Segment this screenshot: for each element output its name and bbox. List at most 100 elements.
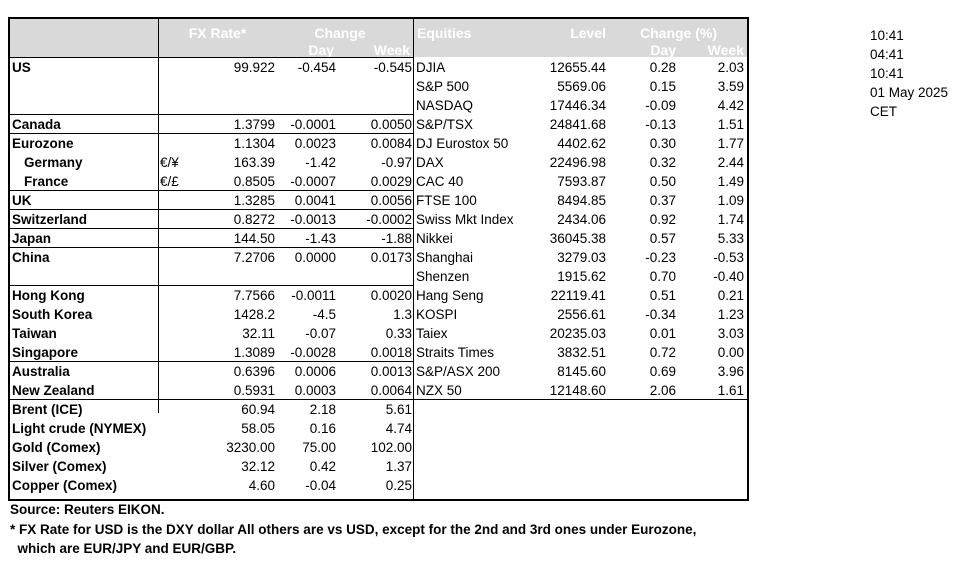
equity-day-change-cell: 2.06 bbox=[649, 383, 676, 398]
fx-rate-cell: 0.5931 bbox=[233, 383, 275, 398]
equity-week-change-cell: 2.44 bbox=[717, 155, 744, 170]
market-table: FX Rate* Change Day Week Equities Level … bbox=[8, 17, 749, 501]
col-divider-fx bbox=[158, 19, 159, 413]
equity-level-cell: 2556.61 bbox=[557, 307, 606, 322]
pair-symbol-cell bbox=[160, 58, 200, 77]
pair-symbol-cell bbox=[160, 438, 200, 457]
pair-symbol-cell bbox=[160, 115, 200, 134]
fx-week-change-cell bbox=[340, 77, 412, 96]
fx-day-change-cell bbox=[280, 267, 336, 286]
timestamps: 10:41 04:41 10:41 01 May 2025 CET bbox=[870, 26, 948, 121]
pair-symbol-cell bbox=[160, 191, 200, 210]
fx-day-change-cell: -0.0013 bbox=[290, 212, 336, 227]
fx-day-change-cell: 0.0041 bbox=[294, 193, 336, 208]
fx-day-change-cell: 0.0003 bbox=[294, 383, 336, 398]
equity-day-change-cell bbox=[610, 457, 676, 476]
fx-day-change-cell: -0.04 bbox=[305, 478, 336, 493]
source-note: Source: Reuters EIKON. bbox=[10, 502, 165, 517]
fx-week-change-cell: 0.0013 bbox=[370, 364, 412, 379]
equity-week-change-cell bbox=[680, 457, 744, 476]
fx-week-change-cell: 1.37 bbox=[385, 459, 412, 474]
fx-rate-cell: 7.2706 bbox=[233, 250, 275, 265]
pair-symbol-cell bbox=[160, 381, 200, 400]
fx-rate-cell bbox=[200, 77, 275, 96]
row-divider bbox=[10, 247, 413, 248]
pair-symbol-cell bbox=[160, 134, 200, 153]
row-divider bbox=[10, 228, 413, 229]
fx-week-change-cell: 0.33 bbox=[385, 326, 412, 341]
pair-symbol-cell bbox=[160, 362, 200, 381]
equity-day-change-cell: 0.37 bbox=[649, 193, 676, 208]
fx-day-change-cell: -0.0001 bbox=[290, 117, 336, 132]
country-cell: Canada bbox=[12, 117, 61, 132]
fx-week-change-cell: 0.0050 bbox=[370, 117, 412, 132]
equity-index-cell: NASDAQ bbox=[416, 98, 474, 113]
equity-week-change-cell: 1.74 bbox=[717, 212, 744, 227]
country-cell: Copper (Comex) bbox=[12, 478, 118, 493]
fx-day-change-cell: -0.0007 bbox=[290, 174, 336, 189]
fx-rate-cell: 0.8272 bbox=[233, 212, 275, 227]
row-divider bbox=[10, 285, 413, 286]
fx-rate-cell bbox=[200, 96, 275, 115]
equity-index-cell: S&P 500 bbox=[416, 79, 470, 94]
fx-rate-cell bbox=[200, 267, 275, 286]
equity-day-change-cell: -0.13 bbox=[645, 117, 676, 132]
equity-week-change-cell bbox=[680, 400, 744, 419]
equity-index-cell: FTSE 100 bbox=[416, 193, 477, 208]
equity-day-change-cell: -0.23 bbox=[645, 250, 676, 265]
equity-day-change-cell: -0.09 bbox=[645, 98, 676, 113]
equity-index-cell: Taiex bbox=[416, 326, 448, 341]
fx-week-change-cell: 102.00 bbox=[370, 440, 412, 455]
equity-day-change-cell: 0.92 bbox=[649, 212, 676, 227]
pair-symbol-cell bbox=[160, 77, 200, 96]
equity-day-change-cell: -0.34 bbox=[645, 307, 676, 322]
equity-index-cell: Hang Seng bbox=[416, 288, 484, 303]
fx-week-change-cell: -0.97 bbox=[381, 155, 412, 170]
footnote-line-1: * FX Rate for USD is the DXY dollar All … bbox=[10, 522, 697, 537]
country-cell: Australia bbox=[12, 364, 70, 379]
equity-week-change-cell: 3.59 bbox=[717, 79, 744, 94]
header-week: Week bbox=[373, 43, 410, 58]
equity-index-cell: Swiss Mkt Index bbox=[416, 212, 514, 227]
country-cell: Gold (Comex) bbox=[12, 440, 101, 455]
equity-week-change-cell: 3.03 bbox=[717, 326, 744, 341]
equity-level-cell: 4402.62 bbox=[557, 136, 606, 151]
country-cell: UK bbox=[12, 193, 32, 208]
fx-week-change-cell: -0.0002 bbox=[366, 212, 412, 227]
fx-rate-cell: 0.6396 bbox=[233, 364, 275, 379]
equity-level-cell: 36045.38 bbox=[549, 231, 606, 246]
equity-day-change-cell: 0.51 bbox=[649, 288, 676, 303]
pair-symbol-cell bbox=[160, 267, 200, 286]
fx-rate-cell: 3230.00 bbox=[226, 440, 275, 455]
fx-week-change-cell: 0.0020 bbox=[370, 288, 412, 303]
header-change: Change bbox=[314, 25, 366, 41]
fx-week-change-cell: 0.0056 bbox=[370, 193, 412, 208]
equity-index-cell: KOSPI bbox=[416, 307, 458, 322]
equity-index-cell bbox=[416, 476, 536, 495]
fx-day-change-cell: 0.0023 bbox=[294, 136, 336, 151]
equity-day-change-cell: 0.28 bbox=[649, 60, 676, 75]
equity-week-change-cell bbox=[680, 476, 744, 495]
equity-week-change-cell: 0.00 bbox=[717, 345, 744, 360]
fx-day-change-cell: -1.42 bbox=[305, 155, 336, 170]
equity-week-change-cell: -0.40 bbox=[713, 269, 744, 284]
equity-week-change-cell: 1.61 bbox=[717, 383, 744, 398]
equity-level-cell bbox=[520, 438, 606, 457]
equity-week-change-cell: 2.03 bbox=[717, 60, 744, 75]
equity-week-change-cell: 1.51 bbox=[717, 117, 744, 132]
country-cell: Eurozone bbox=[12, 136, 74, 151]
fx-day-change-cell bbox=[280, 77, 336, 96]
country-cell: Japan bbox=[12, 231, 52, 246]
equity-level-cell: 2434.06 bbox=[557, 212, 606, 227]
row-divider bbox=[10, 133, 413, 134]
equity-index-cell: DAX bbox=[416, 155, 444, 170]
header-equities: Equities bbox=[417, 25, 472, 41]
equity-index-cell bbox=[416, 419, 536, 438]
equity-week-change-cell: 0.21 bbox=[717, 288, 744, 303]
row-divider bbox=[10, 361, 413, 362]
pair-symbol-cell bbox=[160, 286, 200, 305]
country-cell: Taiwan bbox=[12, 326, 57, 341]
fx-day-change-cell: -4.5 bbox=[312, 307, 336, 322]
header-eq-week: Week bbox=[707, 43, 744, 58]
header-fx-rate: FX Rate* bbox=[188, 25, 247, 41]
